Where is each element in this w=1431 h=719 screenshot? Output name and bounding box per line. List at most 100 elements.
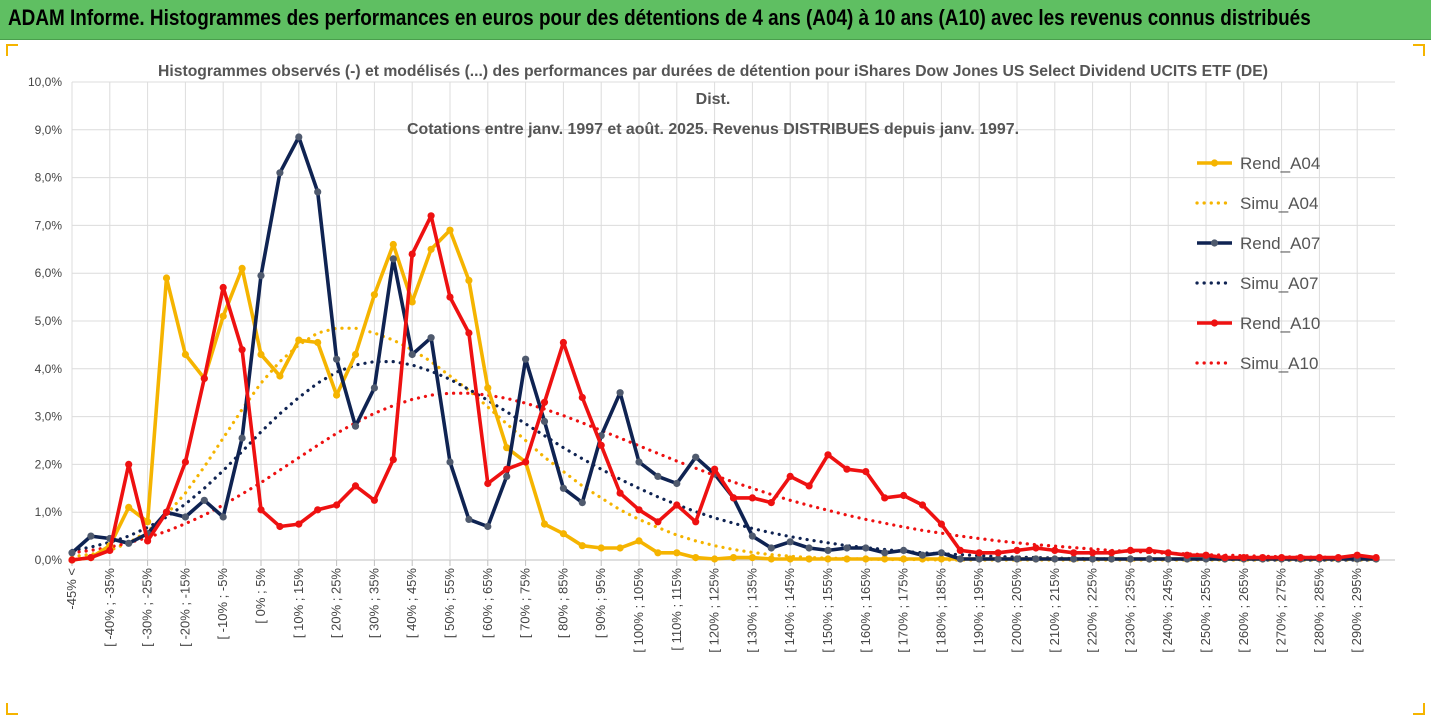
y-tick-label: 7,0%	[35, 218, 63, 232]
series-point-rend_a04	[162, 274, 171, 282]
series-point-rend_a10	[805, 482, 813, 490]
series-point-rend_a10	[125, 460, 133, 468]
series-point-rend_a10	[1278, 554, 1286, 562]
x-tick-label: [ 50% ; 55%	[442, 568, 457, 639]
series-point-rend_a07	[370, 384, 378, 392]
x-tick-label: [ 200% ; 205%	[1009, 568, 1024, 653]
series-point-rend_a07	[181, 513, 189, 521]
series-point-rend_a10	[144, 537, 152, 545]
legend-label-rend_a04: Rend_A04	[1240, 154, 1320, 173]
legend-label-rend_a07: Rend_A07	[1240, 234, 1320, 253]
x-tick-label: [ 30% ; 35%	[366, 568, 381, 639]
series-point-rend_a07	[937, 549, 946, 557]
chart-title-line-2: Dist.	[696, 91, 731, 108]
series-point-rend_a04	[635, 537, 643, 545]
y-tick-label: 6,0%	[35, 266, 63, 280]
frame-corner-bottom-right	[1413, 703, 1425, 715]
x-tick-label: [ 120% ; 125%	[707, 568, 722, 653]
series-point-rend_a10	[843, 465, 851, 473]
x-tick-label: [ -30% ; -25%	[140, 568, 155, 647]
series-line-rend_a07	[70, 135, 1377, 561]
y-tick-label: 0,0%	[35, 553, 63, 567]
series-point-rend_a10	[427, 212, 435, 220]
series-point-rend_a04	[295, 336, 303, 344]
chart-title-line-3: Cotations entre janv. 1997 et août. 2025…	[407, 121, 1019, 138]
series-point-rend_a04	[238, 264, 246, 272]
series-point-rend_a07	[578, 499, 586, 507]
series-point-rend_a07	[295, 133, 303, 141]
series-point-rend_a10	[597, 441, 605, 449]
series-point-rend_a10	[276, 522, 284, 531]
series-point-rend_a04	[862, 555, 870, 563]
series-point-rend_a10	[68, 556, 76, 564]
x-tick-label: [ 10% ; 15%	[291, 568, 306, 639]
x-tick-label: [ 260% ; 265%	[1236, 568, 1251, 653]
series-point-rend_a07	[1164, 555, 1172, 563]
series-point-rend_a10	[937, 520, 946, 528]
series-point-rend_a07	[1013, 555, 1021, 563]
series-point-rend_a10	[503, 465, 511, 473]
series-point-rend_a07	[87, 532, 95, 540]
series-point-rend_a04	[729, 554, 738, 562]
series-point-rend_a04	[843, 555, 851, 563]
x-tick-label: [ 0% ; 5%	[253, 568, 268, 624]
series-point-rend_a10	[654, 518, 662, 526]
series-point-rend_a10	[389, 456, 397, 464]
x-tick-label: -45% <	[64, 568, 79, 610]
series-point-rend_a04	[257, 350, 265, 359]
legend-label-rend_a10: Rend_A10	[1240, 314, 1320, 333]
series-point-rend_a07	[616, 389, 624, 397]
series-point-rend_a04	[314, 338, 322, 347]
x-tick-label: [ -20% ; -15%	[177, 568, 192, 647]
frame-corner-bottom-left	[6, 703, 18, 715]
series-point-rend_a10	[729, 494, 738, 502]
x-axis-ticks: -45% < [ -40% ; -35% [ -30% ; -25% [ -20% ;…	[64, 568, 1364, 653]
x-tick-label: [ 270% ; 275%	[1274, 568, 1289, 653]
x-tick-label: [ 160% ; 165%	[858, 568, 873, 653]
series-point-rend_a10	[1051, 546, 1059, 555]
y-axis-ticks: 0,0% 1,0% 2,0% 3,0% 4,0% 5,0% 6,0% 7,0% 8,0% 9,0%…	[28, 75, 62, 567]
x-tick-label: [ 60% ; 65%	[480, 568, 495, 639]
series-point-rend_a10	[956, 546, 964, 555]
series-point-rend_a07	[219, 513, 227, 521]
series-point-rend_a04	[408, 298, 416, 306]
series-point-rend_a10	[181, 458, 189, 466]
x-tick-label: [ 170% ; 175%	[896, 568, 911, 653]
series-point-rend_a10	[616, 489, 624, 497]
series-point-rend_a10	[1202, 551, 1210, 559]
series-point-rend_a04	[673, 549, 681, 557]
series-point-rend_a10	[314, 506, 322, 514]
legend-marker	[1210, 239, 1219, 247]
y-tick-label: 1,0%	[35, 505, 63, 519]
x-tick-label: [ 220% ; 225%	[1085, 568, 1100, 653]
series-point-rend_a04	[767, 555, 775, 563]
series-point-rend_a07	[1107, 555, 1116, 563]
x-tick-label: [ 110% ; 115%	[669, 568, 684, 651]
series-point-rend_a04	[559, 530, 568, 538]
chart-title: Histogrammes observés (-) et modélisés (…	[158, 63, 1268, 138]
y-tick-label: 9,0%	[35, 123, 63, 137]
series-point-rend_a10	[484, 479, 492, 488]
series-point-rend_a10	[900, 491, 908, 500]
series-point-rend_a10	[446, 293, 454, 301]
y-tick-label: 5,0%	[35, 314, 63, 328]
series-point-rend_a10	[1013, 546, 1021, 555]
series-point-rend_a10	[767, 499, 775, 507]
x-tick-label: [ 230% ; 235%	[1122, 568, 1137, 653]
series-point-rend_a10	[87, 554, 95, 562]
legend-marker	[1210, 159, 1219, 167]
x-tick-label: [ 130% ; 135%	[744, 568, 759, 653]
series-point-rend_a10	[862, 468, 870, 476]
series-point-rend_a07	[68, 549, 76, 557]
series-point-rend_a04	[805, 555, 813, 563]
series-point-rend_a10	[465, 329, 473, 337]
y-tick-label: 2,0%	[35, 457, 63, 471]
grid-lines	[71, 81, 1395, 566]
series-point-rend_a10	[1183, 551, 1191, 559]
series-point-rend_a04	[370, 291, 378, 299]
series-point-rend_a07	[824, 546, 832, 555]
series-point-rend_a04	[540, 520, 549, 528]
series-point-rend_a10	[559, 338, 568, 347]
x-tick-label: [ 90% ; 95%	[593, 568, 608, 639]
series-point-rend_a07	[1126, 555, 1134, 563]
